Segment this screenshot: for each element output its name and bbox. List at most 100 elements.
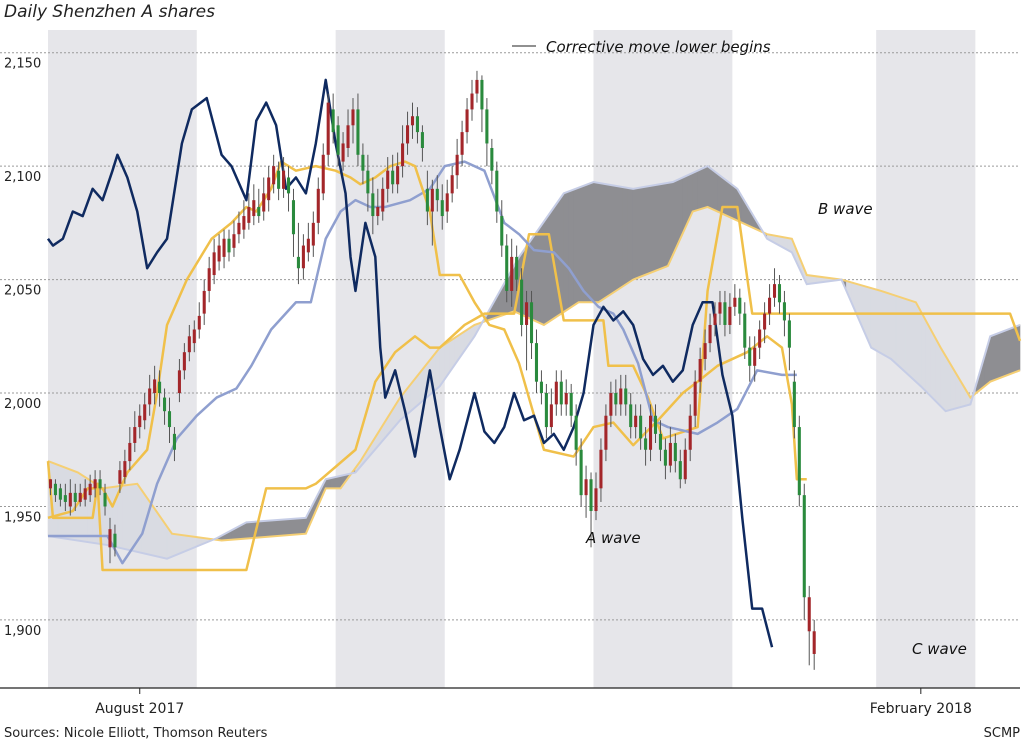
candle-body [589,479,593,512]
cloud-bullish [136,482,143,554]
cloud-bullish [176,534,183,556]
cloud-bearish [1009,326,1016,375]
candle-body [108,529,112,548]
candle-body [768,297,772,314]
ichimoku-cloud [47,164,1021,560]
candle-body [673,442,677,462]
gridlines [0,52,1020,621]
candle-body [356,109,360,155]
axes: 1,900 1,950 2,000 2,050 2,100 2,150 August 201… [0,57,1020,717]
candle-body [515,256,519,280]
candle-body [420,132,424,148]
cloud-bearish [692,170,698,212]
cloud-bearish [989,333,996,383]
candle-body [212,252,216,276]
cloud-bullish [905,298,912,378]
candle-body [574,415,578,450]
candle-body [133,427,137,443]
candle-body [500,216,504,246]
candle-body [490,147,494,171]
candle-body [753,347,757,366]
candle-body [341,143,345,162]
cloud-bullish [171,533,178,558]
candle-body [718,302,722,314]
candle-body [113,533,117,548]
candle-body [713,313,717,325]
source-note: Sources: Nicole Elliott, Thomson Reuters [4,726,268,741]
tenkan-line [47,160,807,520]
candle-body [68,492,72,507]
cloud-bearish [280,519,287,537]
annotation-c-wave: C wave [912,640,967,658]
candle-body [440,200,444,217]
candles [48,70,816,670]
candle-body [286,177,291,194]
candle-body [93,479,97,489]
candle-body [192,329,196,344]
x-tick-label: February 2018 [870,701,972,717]
cloud-bearish [593,181,599,303]
candle-body [172,433,176,450]
candle-body [460,132,464,155]
candle-body [98,479,102,489]
candle-body [455,154,459,176]
candle-body [48,479,53,489]
cloud-bullish [930,329,936,402]
candle-body [564,393,568,405]
candle-body [639,415,643,439]
candle-body [88,483,92,496]
candle-body [480,79,484,110]
candle-body [763,313,767,330]
candle-body [182,352,186,371]
candle-body [738,297,742,314]
month-band [593,30,733,688]
cloud-bullish [122,484,128,550]
candle-body [167,411,172,428]
candle-body [262,193,266,212]
cloud-bullish [940,346,946,412]
candle-body [83,488,87,500]
candle-body [688,415,692,450]
y-tick-label: 2,000 [4,397,41,412]
candle-body [569,393,573,416]
candle-body [406,125,410,144]
candle-body [143,404,147,421]
candle-body [549,404,553,428]
candle-body [792,381,796,428]
candle-body [123,461,127,477]
candle-body [609,393,613,416]
candle-body [396,166,400,185]
candle-body [237,222,241,235]
cloud-bullish [880,290,887,357]
credit: SCMP [983,726,1020,741]
cloud-bearish [707,165,713,210]
candle-body [445,193,449,212]
annotation-a-wave: A wave [585,529,641,547]
cloud-bearish [652,184,659,273]
candle-body [529,302,534,344]
candle-body [316,188,320,223]
candle-body [128,442,132,462]
candle-body [554,381,558,405]
candle-body [197,315,201,330]
candle-body [242,216,246,230]
candle-body [748,347,752,366]
cloud-bearish [994,332,1001,381]
candle-body [649,415,653,450]
candle-body [58,488,62,500]
candle-body [782,302,786,321]
cloud-bearish [637,186,644,279]
candle-body [138,415,142,428]
candle-body [505,245,509,291]
candle-body [658,433,662,450]
candle-body [346,125,350,148]
cloud-bullish [870,287,877,352]
candle-body [777,284,782,303]
candle-body [584,479,588,496]
candle-body [698,359,702,382]
cloud-bearish [727,180,733,219]
candle-body [282,170,286,189]
cloud-bearish [712,169,718,212]
indicator-lines [46,78,1022,648]
candle-body [723,302,727,325]
